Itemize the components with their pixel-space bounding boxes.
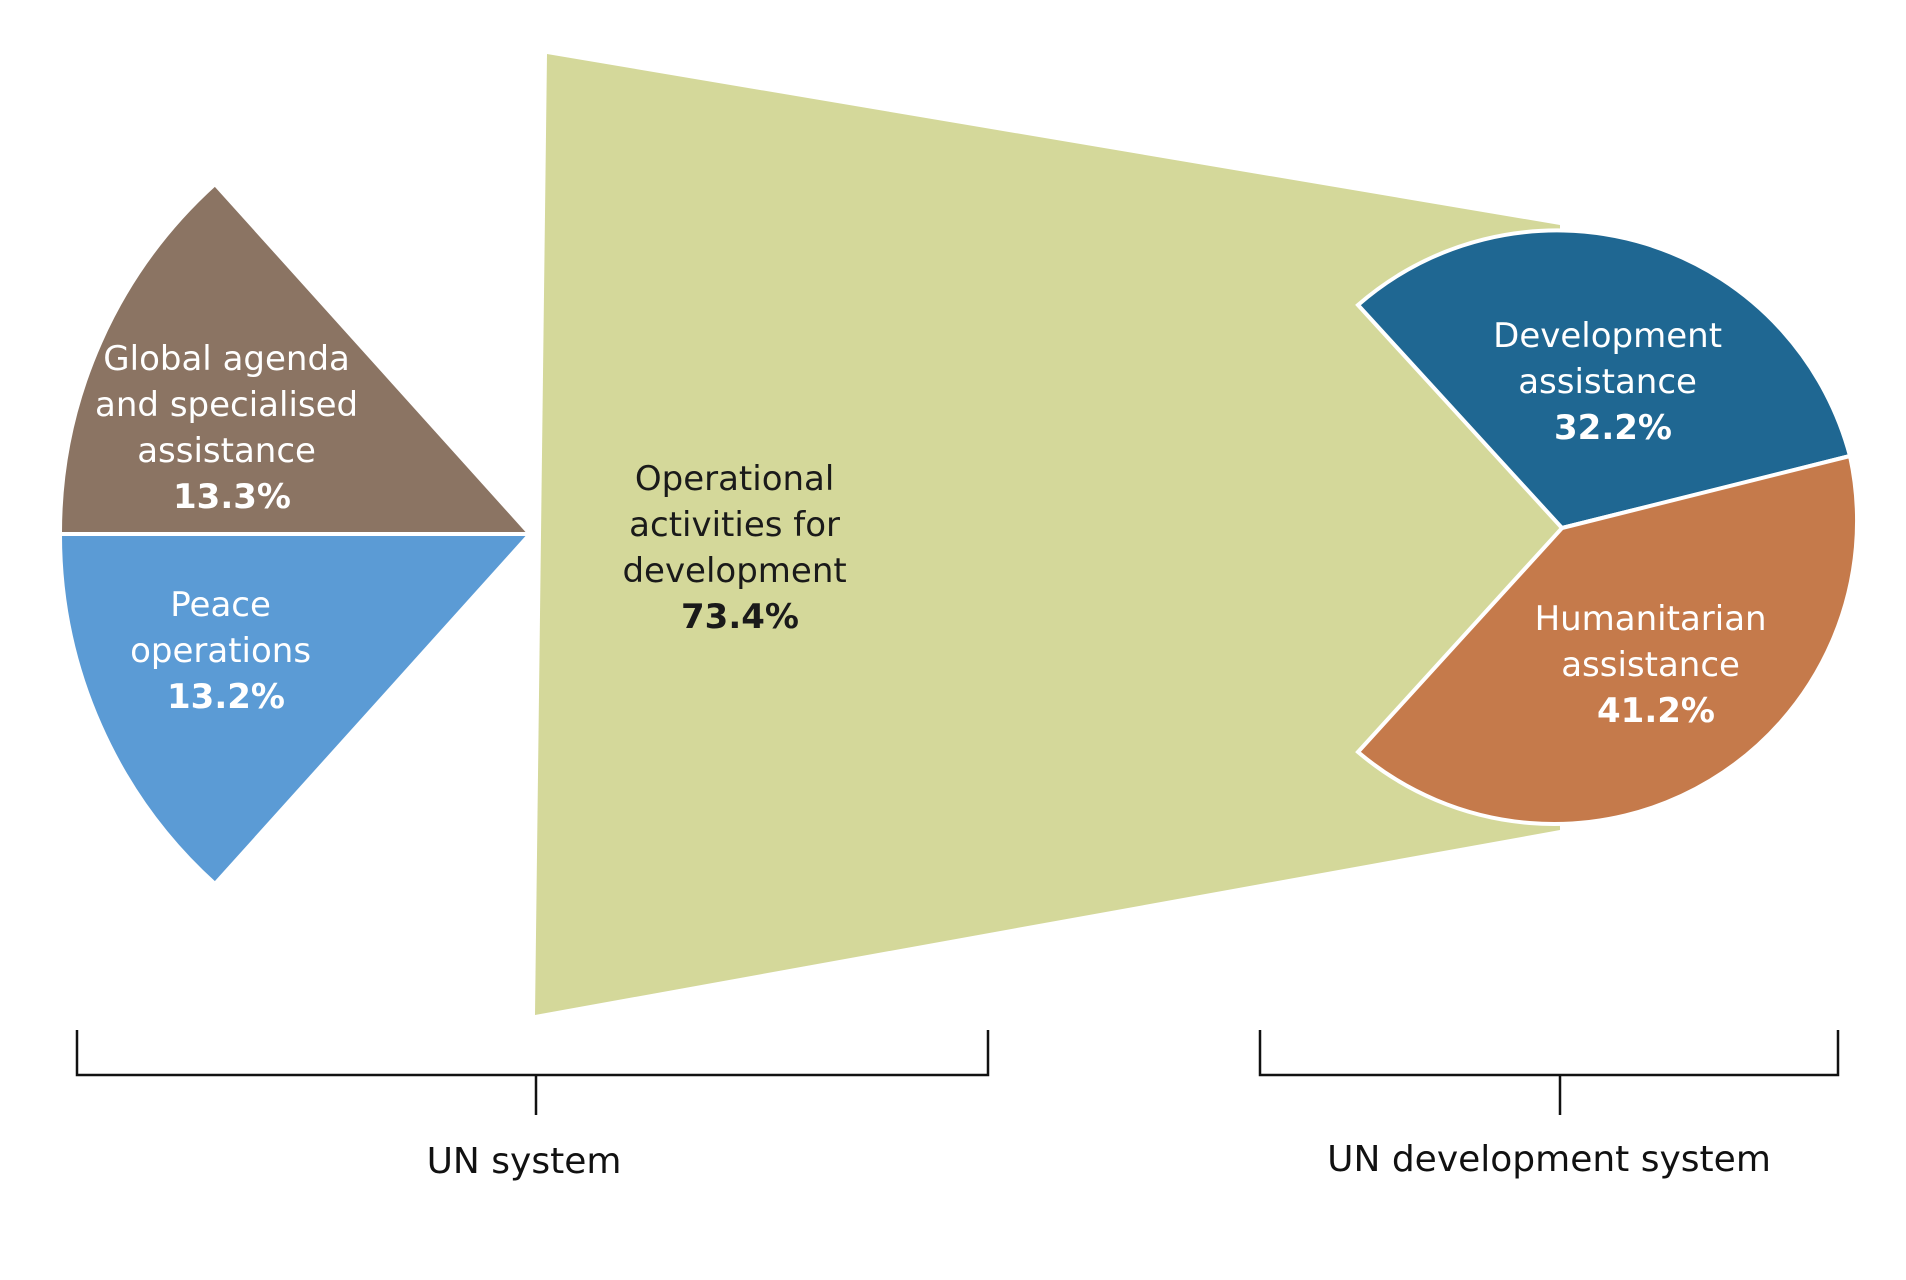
label-line: Humanitarian [1535, 599, 1767, 639]
label-line: development [622, 551, 846, 591]
slice-humanitarian-assistance [1355, 453, 1859, 826]
label-operational-activities: Operational activities for development 7… [622, 459, 857, 637]
label-line: assistance [137, 431, 316, 471]
label-line: assistance [1518, 362, 1697, 402]
label-development-assistance: Development assistance 32.2% [1493, 316, 1733, 448]
slice-operational-activities [535, 54, 1560, 1015]
slice-global-agenda [57, 181, 535, 536]
value-label-peace-operations: 13.2% [167, 677, 285, 717]
value-label-development-assistance: 32.2% [1554, 408, 1672, 448]
value-label-operational-activities: 73.4% [681, 597, 799, 637]
label-line: assistance [1561, 645, 1740, 685]
label-line: and specialised [95, 385, 358, 425]
label-line: Global agenda [103, 339, 350, 379]
value-label-humanitarian-assistance: 41.2% [1597, 691, 1715, 731]
label-line: Development [1493, 316, 1722, 356]
label-peace-operations: Peace operations 13.2% [130, 585, 322, 717]
bracket-un-development-system [1258, 1030, 1840, 1115]
label-global-agenda: Global agenda and specialised assistance… [95, 339, 369, 517]
label-line: operations [130, 631, 311, 671]
bracket-un-system [75, 1030, 990, 1115]
label-line: Operational [635, 459, 834, 499]
slice-development-assistance [1355, 228, 1853, 531]
slice-peace-operations [57, 532, 535, 887]
caption-un-system: UN system [427, 1141, 622, 1182]
label-line: activities for [629, 505, 840, 545]
label-humanitarian-assistance: Humanitarian assistance 41.2% [1535, 599, 1778, 731]
label-line: Peace [170, 585, 271, 625]
value-label-global-agenda: 13.3% [173, 477, 291, 517]
caption-un-development-system: UN development system [1327, 1139, 1771, 1180]
